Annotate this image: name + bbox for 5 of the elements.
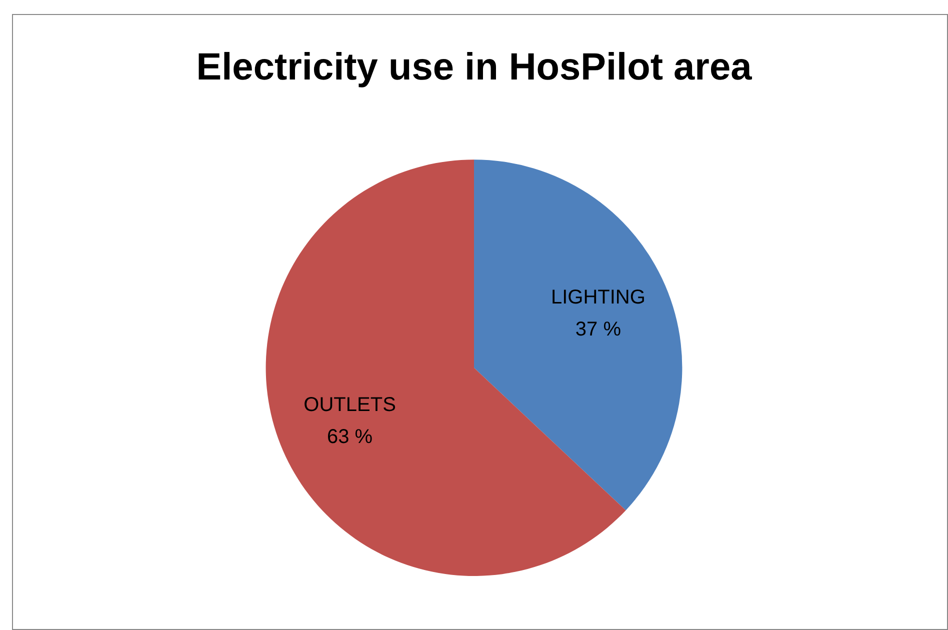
slice-label: OUTLETS: [304, 394, 396, 416]
chart-title: Electricity use in HosPilot area: [196, 46, 753, 88]
data-label: 63 %: [327, 426, 373, 448]
data-label: 37 %: [575, 318, 622, 341]
slice-label: LIGHTING: [550, 286, 646, 309]
